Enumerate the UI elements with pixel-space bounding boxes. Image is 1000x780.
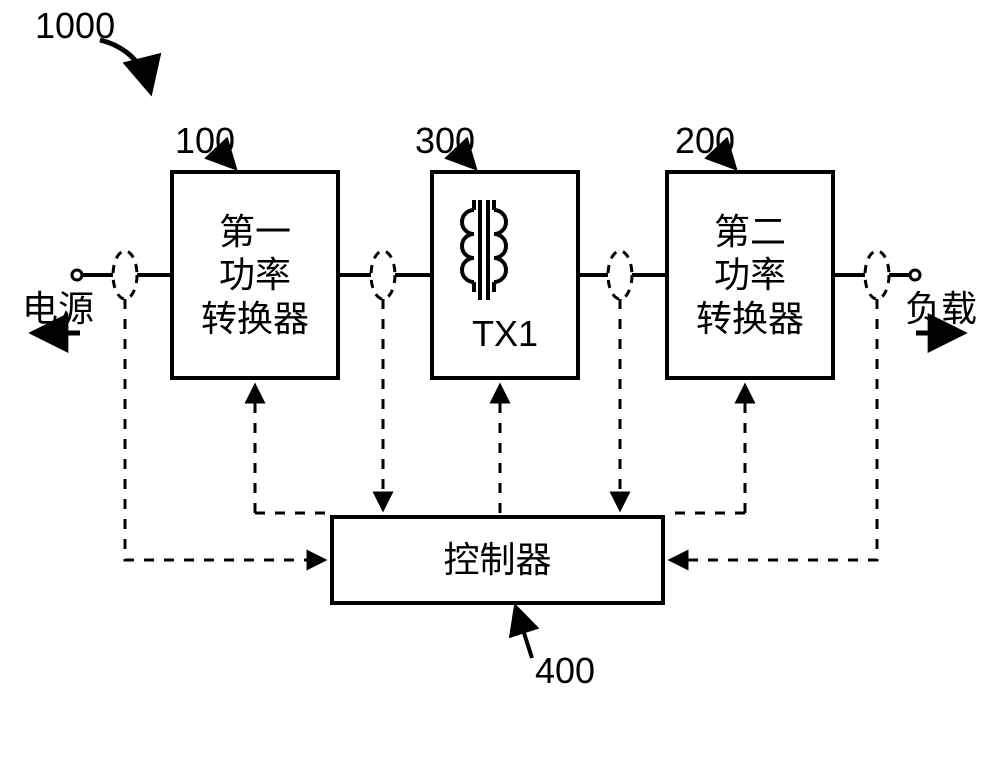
block-second-converter: 第二 功率 转换器 (665, 170, 835, 380)
sense-ellipse-2 (371, 251, 395, 299)
sense-ellipse-3 (608, 251, 632, 299)
conv1-line2: 功率 (174, 253, 336, 296)
load-label: 负载 (905, 280, 977, 332)
sense-ellipse-1 (113, 251, 137, 299)
block-transformer: TX1 (430, 170, 580, 380)
terminal-right (910, 270, 920, 280)
conv2-line3: 转换器 (669, 297, 831, 340)
terminal-left (72, 270, 82, 280)
conv2-line1: 第二 (669, 210, 831, 253)
sense-ellipse-4 (865, 251, 889, 299)
block-first-converter: 第一 功率 转换器 (170, 170, 340, 380)
block-ref-100: 100 (175, 120, 235, 162)
block-ref-400: 400 (535, 650, 595, 692)
wiring-overlay (0, 0, 1000, 780)
diagram-root: 1000 100 300 200 400 电源 负载 第一 功率 转换器 TX1… (0, 0, 1000, 780)
ref-arrow-1000 (100, 40, 150, 90)
figure-ref-1000: 1000 (35, 5, 115, 47)
block-ref-200: 200 (675, 120, 735, 162)
transformer-label: TX1 (434, 313, 576, 355)
block-ref-300: 300 (415, 120, 475, 162)
source-label: 电源 (22, 280, 94, 332)
conv1-line1: 第一 (174, 210, 336, 253)
conv2-line2: 功率 (669, 253, 831, 296)
controller-label: 控制器 (334, 538, 661, 581)
transformer-icon (434, 195, 534, 305)
ref-arrow-400 (516, 608, 532, 658)
conv1-line3: 转换器 (174, 297, 336, 340)
block-controller: 控制器 (330, 515, 665, 605)
